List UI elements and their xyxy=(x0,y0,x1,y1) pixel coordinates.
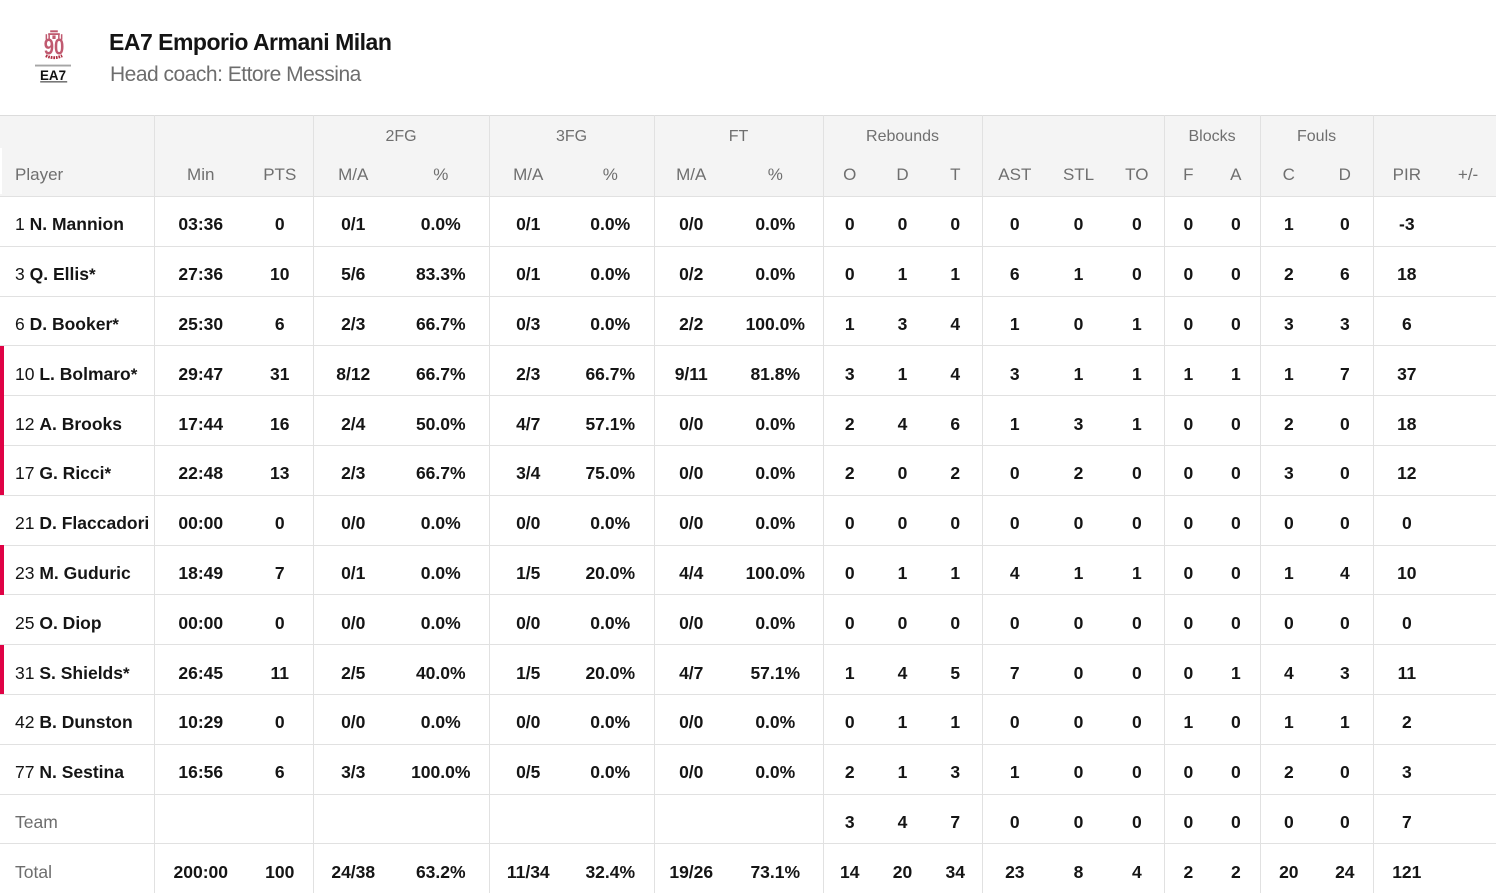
svg-text:90: 90 xyxy=(44,34,65,60)
svg-text:EA7: EA7 xyxy=(40,68,66,83)
